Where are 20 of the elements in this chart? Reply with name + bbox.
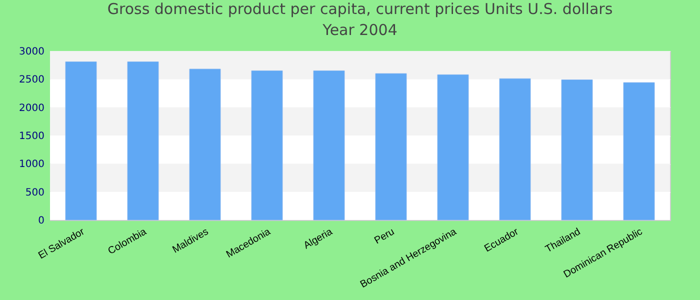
x-tick-label: Peru	[372, 226, 396, 247]
y-tick-label: 500	[25, 187, 44, 198]
y-tick-label: 3000	[19, 46, 44, 58]
y-tick-label: 0	[38, 216, 44, 226]
chart-subtitle: Year 2004	[322, 21, 398, 39]
bar	[65, 61, 97, 220]
bar	[313, 70, 345, 220]
y-tick-label: 2500	[19, 74, 44, 86]
bar	[375, 73, 407, 220]
bar	[189, 68, 221, 220]
chart-title: Gross domestic product per capita, current prices Units U.S. dollars	[107, 0, 613, 18]
y-tick-label: 2000	[19, 102, 44, 114]
y-tick-label: 1500	[19, 131, 44, 142]
bar	[623, 82, 655, 220]
bar	[127, 61, 159, 220]
bar	[437, 74, 469, 220]
bar	[561, 79, 593, 220]
bar	[251, 70, 283, 220]
bar	[499, 78, 531, 220]
y-tick-label: 1000	[19, 159, 44, 170]
